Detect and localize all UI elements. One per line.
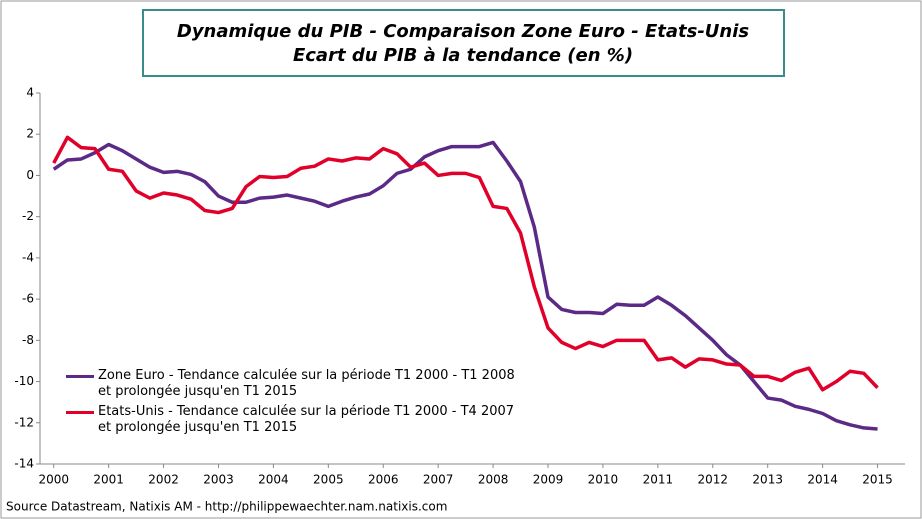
y-tick-label: 2	[26, 127, 34, 141]
x-tick-label: 2007	[423, 473, 454, 487]
y-tick-label: -6	[22, 292, 34, 306]
legend-swatch	[66, 411, 94, 414]
x-tick-label: 2003	[203, 473, 234, 487]
y-tick-label: -4	[22, 250, 34, 264]
x-tick-label: 2010	[588, 473, 619, 487]
chart-subtitle: Ecart du PIB à la tendance (en %)	[293, 45, 633, 66]
legend: Zone Euro - Tendance calculée sur la pér…	[66, 368, 526, 440]
y-tick-label: -14	[14, 457, 34, 471]
x-tick-label: 2006	[368, 473, 399, 487]
x-tick-label: 2013	[752, 473, 783, 487]
y-tick-label: -10	[14, 374, 34, 388]
chart-title: Dynamique du PIB - Comparaison Zone Euro…	[177, 21, 750, 42]
legend-label: Etats-Unis - Tendance calculée sur la pé…	[98, 404, 515, 435]
legend-item: Etats-Unis - Tendance calculée sur la pé…	[66, 404, 526, 436]
x-tick-label: 2001	[93, 473, 124, 487]
y-tick-label: -8	[22, 333, 34, 347]
x-tick-label: 2012	[698, 473, 729, 487]
x-tick-label: 2011	[643, 473, 674, 487]
title-box	[142, 9, 785, 77]
y-tick-label: -2	[22, 209, 34, 223]
source: Source Datastream, Natixis AM - http://p…	[6, 500, 447, 514]
series-line	[52, 135, 879, 392]
x-tick-label: 2005	[313, 473, 344, 487]
legend-swatch	[66, 375, 94, 378]
x-tick-label: 2009	[533, 473, 564, 487]
legend-label: Zone Euro - Tendance calculée sur la pér…	[98, 368, 515, 399]
x-tick-label: 2014	[807, 473, 838, 487]
y-tick-label: -12	[14, 415, 34, 429]
x-tick-label: 2008	[478, 473, 509, 487]
x-tick-label: 2015	[862, 473, 893, 487]
legend-item: Zone Euro - Tendance calculée sur la pér…	[66, 368, 526, 400]
x-tick-label: 2002	[148, 473, 179, 487]
y-tick-label: 0	[26, 168, 34, 182]
x-tick-label: 2004	[258, 473, 289, 487]
x-tick-label: 2000	[38, 473, 69, 487]
y-tick-label: 4	[26, 86, 34, 100]
